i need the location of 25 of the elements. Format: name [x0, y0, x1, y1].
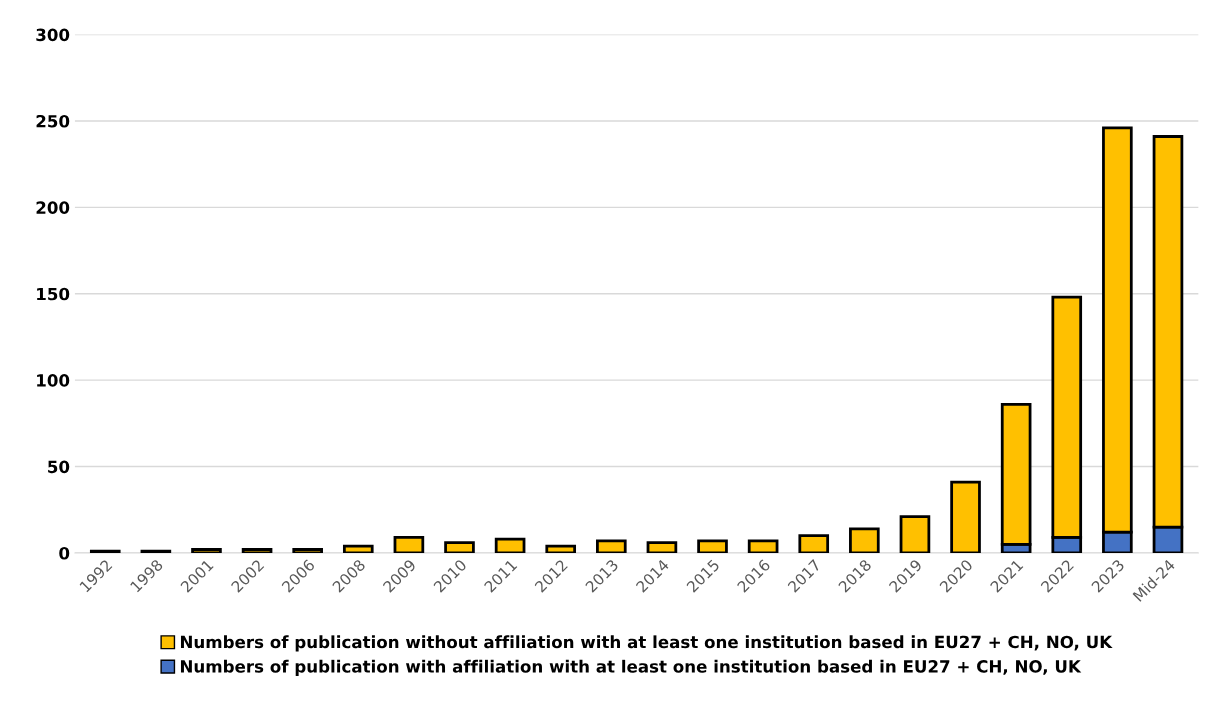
- legend-label: Numbers of publication without affiliation with at least one institution based in EU27 + CH, NO, UK: [180, 635, 1113, 652]
- y-tick-label: 200: [36, 201, 70, 214]
- y-tick-label: 150: [37, 287, 70, 301]
- bar: [697, 539, 728, 553]
- bar: [191, 548, 222, 553]
- bar: [444, 541, 475, 553]
- y-tick-label: 100: [37, 374, 70, 387]
- y-tick-label: 300: [36, 28, 70, 42]
- bar: [798, 534, 830, 553]
- bar: [393, 536, 425, 553]
- bar: [950, 480, 981, 553]
- bar: [292, 548, 323, 553]
- bar: [545, 544, 577, 553]
- y-tick-label: 50: [48, 460, 70, 474]
- legend-label: Numbers of publication with affiliation with at least one institution based in EU27 + CH, NO, UK: [180, 659, 1082, 676]
- bar: [899, 515, 931, 553]
- y-tick-label: 250: [36, 114, 70, 128]
- bar: [494, 537, 526, 553]
- bar: [596, 539, 627, 553]
- bar: [342, 544, 374, 553]
- bar: [747, 539, 779, 553]
- bar: [241, 548, 273, 553]
- y-tick-label: 0: [59, 546, 70, 560]
- bar: [646, 541, 678, 553]
- bar: [849, 527, 880, 553]
